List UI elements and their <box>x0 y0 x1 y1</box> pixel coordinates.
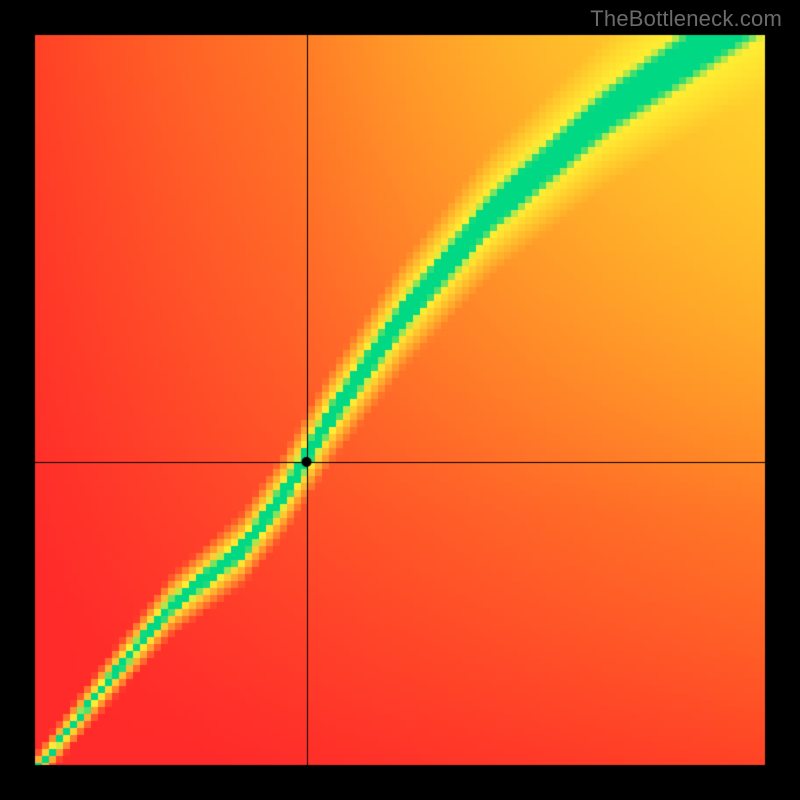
chart-container: TheBottleneck.com <box>0 0 800 800</box>
watermark-text: TheBottleneck.com <box>590 6 782 32</box>
heatmap-canvas <box>0 0 800 800</box>
